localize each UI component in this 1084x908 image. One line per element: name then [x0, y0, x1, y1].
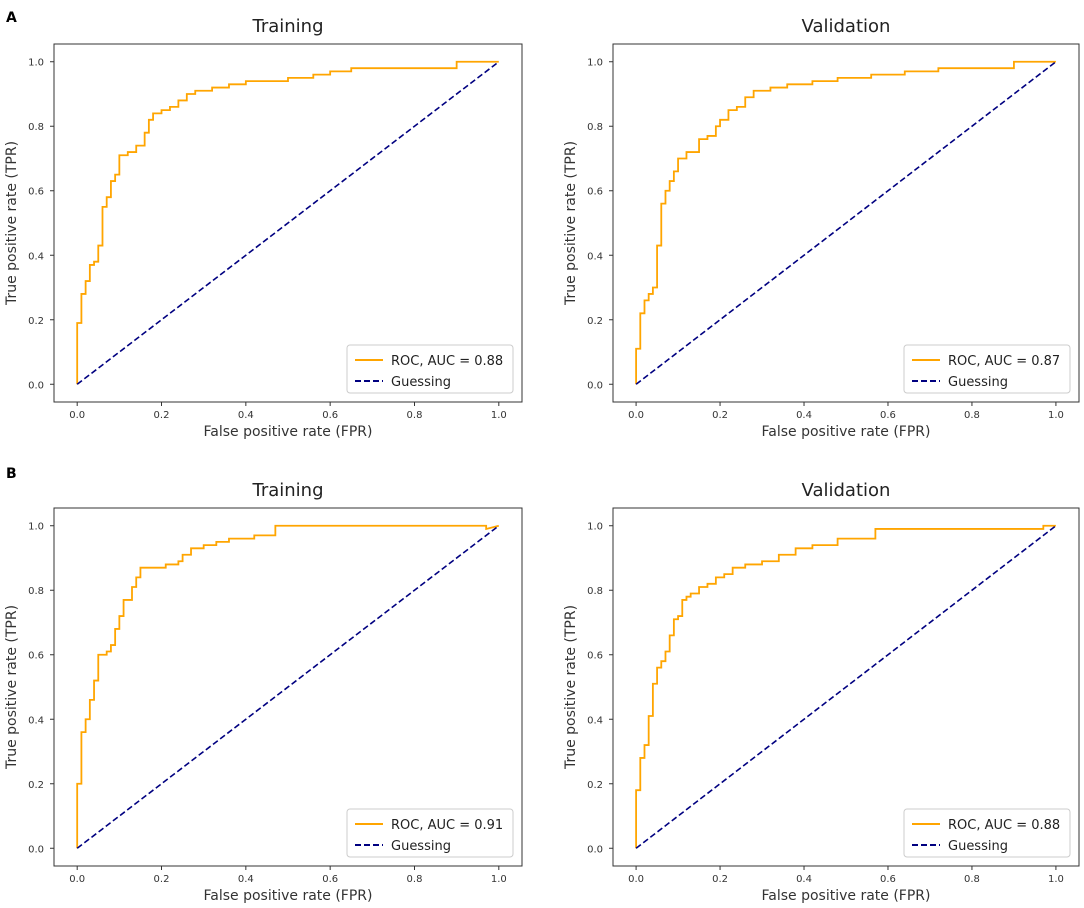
- chart-1-legend-label: ROC, AUC = 0.88: [391, 354, 503, 369]
- chart-2-xlabel: False positive rate (FPR): [762, 424, 931, 440]
- chart-4-xtick-label: 0.6: [880, 874, 896, 885]
- chart-2-ytick-label: 0.8: [587, 122, 603, 133]
- chart-4-ytick-label: 0.0: [587, 844, 603, 855]
- chart-2-legend-label: Guessing: [948, 375, 1008, 390]
- chart-2-xtick-label: 0.2: [712, 410, 728, 421]
- chart-1-roc-curve: [76, 60, 499, 385]
- chart-3-ytick-label: 1.0: [28, 522, 44, 533]
- chart-2-ytick-label: 1.0: [587, 58, 603, 69]
- chart-4-legend-box: [903, 808, 1071, 858]
- chart-4-ylabel: True positive rate (TPR): [563, 605, 579, 770]
- chart-1-xtick-label: 0.0: [69, 410, 85, 421]
- chart-1-legend-box: [346, 344, 514, 394]
- chart-2-xtick-label: 1.0: [1048, 410, 1064, 421]
- chart-1-ytick-label: 0.2: [28, 316, 44, 327]
- chart-3-frame: [53, 507, 523, 867]
- chart-4-frame: [612, 507, 1080, 867]
- chart-2: Validation 0.0 0.2 0.4 0.6 0.8 1.0 0.0 0.2 0.4 0.6…: [563, 16, 1080, 440]
- chart-3-guessing-line: [76, 525, 500, 849]
- chart-1-ytick-label: 0.0: [28, 380, 44, 391]
- chart-2-ytick-label: 0.2: [587, 316, 603, 327]
- chart-1: Training 0.0 0.2 0.4 0.6 0.8 1.0 0.0 0.2 0.4 0.6 0.…: [4, 16, 523, 440]
- chart-3-ytick-label: 0.4: [28, 715, 44, 726]
- chart-1-xtick-label: 1.0: [491, 410, 507, 421]
- chart-3-xtick-label: 0.4: [238, 874, 254, 885]
- chart-3-ylabel: True positive rate (TPR): [4, 605, 20, 770]
- chart-3-xtick-label: 0.2: [154, 874, 170, 885]
- chart-1-title: Training: [251, 16, 323, 37]
- chart-4-xtick-label: 1.0: [1048, 874, 1064, 885]
- chart-3-ytick-label: 0.0: [28, 844, 44, 855]
- chart-1-ytick-label: 1.0: [28, 58, 44, 69]
- chart-4-xtick-label: 0.8: [964, 874, 980, 885]
- chart-2-xtick-label: 0.4: [796, 410, 812, 421]
- chart-4-ytick-label: 1.0: [587, 522, 603, 533]
- chart-3-roc-curve: [76, 524, 500, 849]
- chart-2-legend-box: [903, 344, 1071, 394]
- chart-3-xlabel: False positive rate (FPR): [204, 888, 373, 904]
- chart-4-title: Validation: [802, 480, 891, 501]
- chart-3-legend-box: [346, 808, 514, 858]
- panel-label-b: B: [6, 466, 17, 482]
- chart-3-xtick-label: 0.8: [407, 874, 423, 885]
- chart-4-xtick-label: 0.2: [712, 874, 728, 885]
- chart-1-xtick-label: 0.8: [407, 410, 423, 421]
- chart-3-xtick-label: 0.6: [322, 874, 338, 885]
- chart-1-ytick-label: 0.6: [28, 187, 44, 198]
- chart-1-xlabel: False positive rate (FPR): [204, 424, 373, 440]
- chart-3-ytick-label: 0.8: [28, 586, 44, 597]
- chart-2-guessing-line: [635, 61, 1057, 385]
- chart-1-ylabel: True positive rate (TPR): [4, 141, 20, 306]
- chart-3: Training 0.0 0.2 0.4 0.6 0.8 1.0 0.0 0.2 0.4 0.6 0.…: [4, 480, 523, 904]
- chart-1-ytick-label: 0.4: [28, 251, 44, 262]
- chart-2-xtick-label: 0.8: [964, 410, 980, 421]
- chart-4-roc-curve: [635, 524, 1056, 849]
- chart-2-ytick-label: 0.0: [587, 380, 603, 391]
- chart-2-legend-label: ROC, AUC = 0.87: [948, 354, 1060, 369]
- chart-4-xtick-label: 0.0: [628, 874, 644, 885]
- chart-2-xtick-label: 0.0: [628, 410, 644, 421]
- chart-3-ytick-label: 0.2: [28, 780, 44, 791]
- chart-1-xtick-label: 0.4: [238, 410, 254, 421]
- chart-1-ytick-label: 0.8: [28, 122, 44, 133]
- chart-4-legend-label: Guessing: [948, 839, 1008, 854]
- chart-3-xtick-label: 0.0: [69, 874, 85, 885]
- chart-4-ytick-label: 0.4: [587, 715, 603, 726]
- chart-1-frame: [53, 43, 523, 403]
- chart-4-xtick-label: 0.4: [796, 874, 812, 885]
- chart-2-ytick-label: 0.6: [587, 187, 603, 198]
- chart-1-xtick-label: 0.2: [154, 410, 170, 421]
- chart-4-guessing-line: [635, 525, 1057, 849]
- chart-4-ytick-label: 0.8: [587, 586, 603, 597]
- chart-2-roc-curve: [635, 60, 1056, 385]
- chart-4-ytick-label: 0.2: [587, 780, 603, 791]
- chart-4-ytick-label: 0.6: [587, 651, 603, 662]
- chart-2-ytick-label: 0.4: [587, 251, 603, 262]
- chart-4: Validation 0.0 0.2 0.4 0.6 0.8 1.0 0.0 0.2 0.4 0.6…: [563, 480, 1080, 904]
- chart-2-frame: [612, 43, 1080, 403]
- panel-label-a: A: [6, 10, 17, 26]
- chart-2-title: Validation: [802, 16, 891, 37]
- chart-1-xtick-label: 0.6: [322, 410, 338, 421]
- chart-3-legend-label: Guessing: [391, 839, 451, 854]
- chart-1-guessing-line: [76, 61, 500, 385]
- chart-1-legend-label: Guessing: [391, 375, 451, 390]
- chart-4-legend-label: ROC, AUC = 0.88: [948, 818, 1060, 833]
- chart-3-legend-label: ROC, AUC = 0.91: [391, 818, 503, 833]
- chart-3-xtick-label: 1.0: [491, 874, 507, 885]
- chart-3-ytick-label: 0.6: [28, 651, 44, 662]
- chart-3-title: Training: [251, 480, 323, 501]
- chart-2-ylabel: True positive rate (TPR): [563, 141, 579, 306]
- chart-4-xlabel: False positive rate (FPR): [762, 888, 931, 904]
- chart-2-xtick-label: 0.6: [880, 410, 896, 421]
